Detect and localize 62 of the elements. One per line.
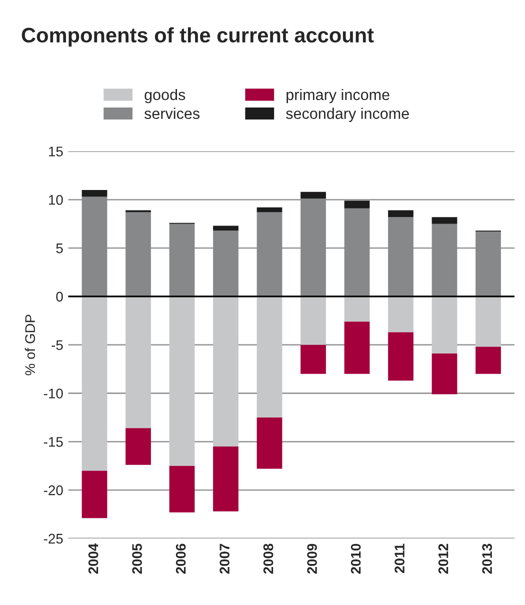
x-tick-label: 2007	[220, 544, 230, 574]
y-tick-label: 15	[49, 146, 63, 156]
legend-label: secondary income	[286, 108, 409, 122]
bar	[476, 346, 501, 374]
bar	[213, 296, 238, 446]
bar	[169, 296, 195, 466]
bar	[300, 198, 326, 296]
bar	[432, 224, 458, 296]
bar	[388, 210, 414, 218]
bar	[213, 230, 238, 296]
y-axis-title: % of GDP	[24, 314, 36, 376]
bar	[256, 417, 282, 469]
x-tick-label: 2004	[88, 543, 98, 574]
legend-label: services	[144, 108, 200, 119]
y-tick-label: 5	[56, 244, 63, 254]
bar	[126, 428, 151, 465]
bar	[169, 466, 195, 512]
bar	[300, 344, 326, 374]
y-tick-label: 0	[56, 292, 63, 302]
x-tick-label: 2013	[482, 544, 492, 574]
x-tick-label: 2005	[132, 544, 142, 574]
bar	[82, 470, 108, 518]
bar	[388, 296, 414, 332]
chart-title: Components of the current account	[22, 27, 374, 47]
bar	[256, 212, 282, 296]
y-tick-label: 10	[49, 194, 63, 205]
bar	[432, 217, 458, 224]
x-tick-label: 2011	[394, 544, 404, 573]
bar	[213, 446, 238, 512]
bar	[256, 207, 282, 212]
bar	[126, 296, 151, 428]
y-tick-label: -5	[52, 340, 63, 350]
bar	[169, 224, 195, 296]
bar	[344, 296, 370, 322]
bar	[388, 217, 414, 296]
bar	[476, 296, 501, 347]
legend-label: primary income	[286, 88, 390, 104]
bar	[300, 192, 326, 199]
bar	[432, 354, 458, 394]
x-tick-label: 2010	[350, 544, 361, 574]
bar	[82, 196, 108, 296]
bar	[213, 226, 238, 231]
bar	[344, 208, 370, 296]
y-tick-label: -10	[44, 388, 63, 398]
bar	[256, 296, 282, 418]
bar	[344, 322, 370, 374]
bar	[388, 332, 414, 381]
y-tick-label: -20	[44, 485, 63, 496]
x-tick-label: 2006	[176, 544, 186, 574]
bar	[82, 296, 108, 471]
x-tick-label: 2009	[307, 544, 317, 574]
legend-label: goods	[144, 88, 186, 104]
bar	[126, 212, 151, 296]
bar	[476, 232, 501, 296]
bar	[300, 296, 326, 345]
x-tick-label: 2008	[263, 544, 274, 574]
bar	[344, 200, 370, 208]
x-tick-label: 2012	[438, 544, 448, 574]
y-tick-label: -15	[44, 437, 63, 447]
y-tick-label: -25	[44, 534, 63, 544]
bar	[432, 296, 458, 354]
bar	[82, 190, 108, 197]
